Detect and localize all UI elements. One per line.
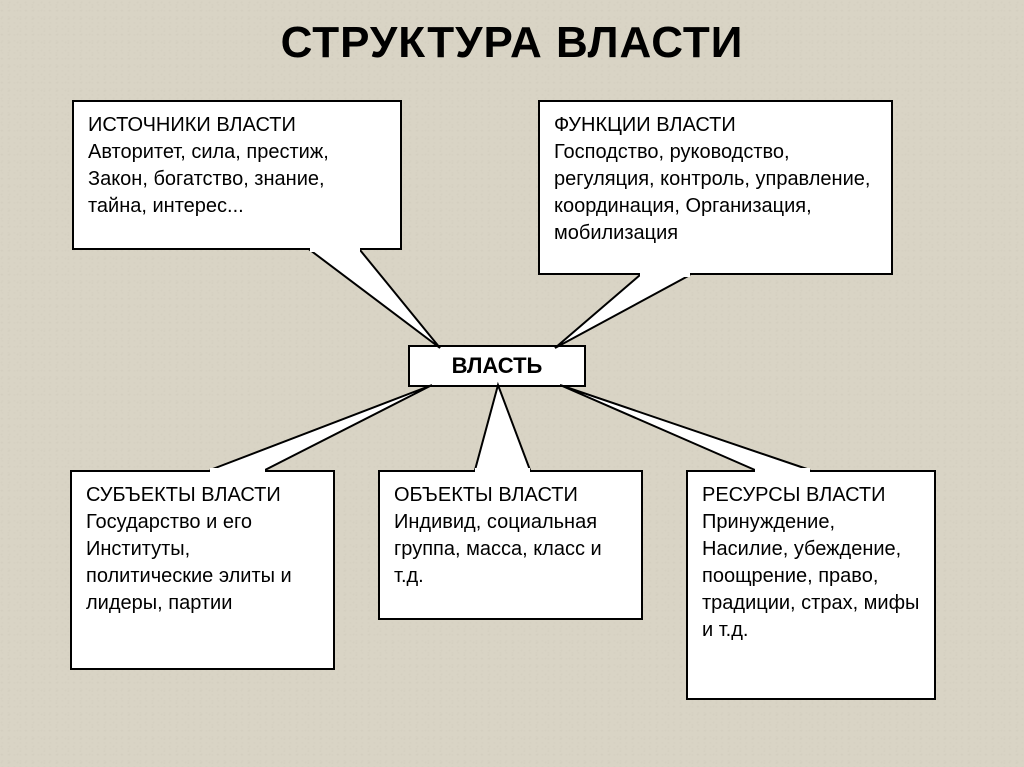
box-subjects-body: Государство и его Институты, политически… [86,511,292,614]
box-sources-body: Авторитет, сила, престиж, Закон, богатст… [88,141,329,217]
box-functions-heading: ФУНКЦИИ ВЛАСТИ [554,112,877,139]
box-resources-body: Принуждение, Насилие, убеждение, поощрен… [702,511,919,641]
box-functions-body: Господство, руководство, регуляция, конт… [554,141,870,244]
box-objects-heading: ОБЪЕКТЫ ВЛАСТИ [394,482,627,509]
box-resources: РЕСУРСЫ ВЛАСТИ Принуждение, Насилие, убе… [686,470,936,700]
box-sources-heading: ИСТОЧНИКИ ВЛАСТИ [88,112,386,139]
box-sources: ИСТОЧНИКИ ВЛАСТИ Авторитет, сила, прести… [72,100,402,250]
box-objects-body: Индивид, социальная группа, масса, класс… [394,511,602,587]
box-subjects-heading: СУБЪЕКТЫ ВЛАСТИ [86,482,319,509]
box-objects: ОБЪЕКТЫ ВЛАСТИ Индивид, социальная групп… [378,470,643,620]
box-resources-heading: РЕСУРСЫ ВЛАСТИ [702,482,920,509]
box-functions: ФУНКЦИИ ВЛАСТИ Господство, руководство, … [538,100,893,275]
box-subjects: СУБЪЕКТЫ ВЛАСТИ Государство и его Инстит… [70,470,335,670]
center-node: ВЛАСТЬ [408,345,586,387]
center-label: ВЛАСТЬ [452,353,543,378]
page-title: СТРУКТУРА ВЛАСТИ [0,18,1024,68]
